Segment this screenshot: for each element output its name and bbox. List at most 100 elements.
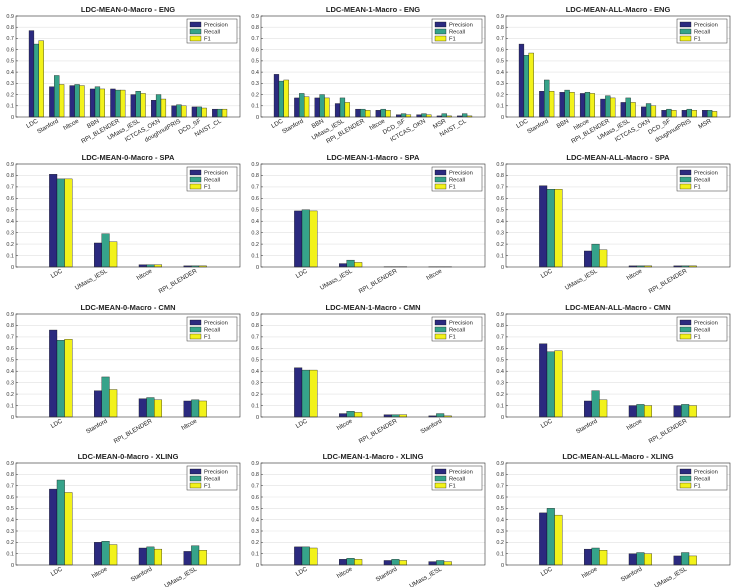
- y-tick-label: 0: [11, 563, 14, 569]
- legend-swatch-recall: [189, 176, 202, 183]
- y-tick-label: 0.5: [496, 208, 504, 214]
- legend-swatch-precision: [434, 21, 447, 28]
- x-tick-label: LDC: [540, 417, 555, 430]
- bar-recall: [191, 399, 200, 418]
- axes-box: [260, 15, 486, 118]
- legend-label-recall: Recall: [449, 477, 465, 483]
- bar-recall: [707, 110, 713, 118]
- x-tick-label: hltcoe: [336, 565, 354, 580]
- axes-box: [15, 163, 241, 268]
- x-tick-label: hltcoe: [180, 417, 198, 432]
- bar-recall: [436, 413, 445, 418]
- bar-precision: [138, 547, 147, 566]
- x-tick-label: LDC: [295, 417, 310, 430]
- bar-f1: [599, 399, 608, 418]
- bar-precision: [355, 108, 361, 118]
- bar-f1: [154, 264, 163, 268]
- bar-recall: [645, 103, 652, 118]
- bar-f1: [630, 102, 636, 118]
- bar-precision: [294, 367, 303, 418]
- bar-precision: [620, 102, 626, 118]
- legend-swatch-recall: [679, 176, 692, 183]
- bar-f1: [443, 561, 452, 566]
- bar-recall: [681, 404, 690, 418]
- y-tick-label: 0.7: [6, 185, 14, 191]
- x-tick-label: Stanford: [36, 117, 60, 135]
- y-tick-label: 0.4: [496, 70, 504, 76]
- bar-f1: [283, 79, 289, 118]
- y-tick-label: 0.8: [251, 323, 259, 329]
- axes-box: [505, 15, 731, 118]
- y-tick-label: 0.2: [6, 392, 14, 398]
- chart-panel-5: LDC-MEAN-ALL-Macro - SPA 0 0.1 0.2 0.3 0.4 0.5…: [496, 153, 731, 295]
- legend-swatch-recall: [434, 28, 447, 35]
- x-tick-label: UMass_IESL: [408, 565, 443, 587]
- y-tick-label: 0.4: [496, 369, 504, 375]
- bar-recall: [400, 113, 407, 118]
- legend-label-f1: F1: [204, 484, 211, 490]
- bar-recall: [544, 79, 550, 118]
- x-tick-label: LDC: [540, 565, 555, 578]
- bar-precision: [138, 264, 147, 268]
- bar-recall: [196, 106, 202, 118]
- bar-recall: [636, 552, 645, 566]
- chart-panel-8: LDC-MEAN-ALL-Macro - CMN 0 0.1 0.2 0.3 0.4 0.5…: [496, 303, 731, 445]
- bar-precision: [94, 390, 102, 418]
- x-tick-label: hltcoe: [91, 565, 109, 580]
- y-tick-label: 0.8: [496, 323, 504, 329]
- bar-precision: [428, 561, 437, 566]
- chart-title: LDC-MEAN-1-Macro - XLING: [323, 452, 424, 461]
- y-tick-label: 0.4: [6, 369, 14, 375]
- bar-recall: [462, 113, 468, 118]
- legend-label-recall: Recall: [449, 30, 465, 36]
- legend-label-f1: F1: [449, 335, 456, 341]
- bar-precision: [314, 97, 320, 118]
- bar-f1: [554, 514, 563, 566]
- x-tick-label: UMass_IESL: [74, 267, 109, 291]
- bar-precision: [94, 242, 102, 268]
- bar-recall: [686, 108, 692, 118]
- y-tick-label: 0.9: [496, 461, 504, 467]
- y-tick-label: 0.5: [496, 358, 504, 364]
- legend-label-f1: F1: [449, 185, 456, 191]
- y-tick-label: 0.2: [496, 392, 504, 398]
- legend-swatch-precision: [189, 468, 202, 475]
- y-tick-label: 0.1: [6, 403, 14, 409]
- bar-f1: [64, 492, 73, 566]
- legend-label-recall: Recall: [204, 477, 220, 483]
- y-tick-label: 0.4: [251, 369, 259, 375]
- bar-precision: [673, 555, 682, 566]
- legend-swatch-precision: [679, 169, 692, 176]
- x-tick-label: RPI_BLENDER: [358, 417, 399, 445]
- y-tick-label: 0.9: [251, 461, 259, 467]
- bar-recall: [346, 558, 355, 566]
- y-tick-label: 0.8: [6, 173, 14, 179]
- y-tick-label: 0.2: [251, 392, 259, 398]
- legend-swatch-precision: [189, 319, 202, 326]
- axes-box: [505, 163, 731, 268]
- chart-title: LDC-MEAN-1-Macro - CMN: [326, 303, 421, 312]
- bar-recall: [681, 552, 690, 566]
- bar-precision: [49, 488, 58, 566]
- chart-panel-6: LDC-MEAN-0-Macro - CMN 0 0.1 0.2 0.3 0.4 0.5 0.…: [6, 303, 241, 445]
- y-tick-label: 0.3: [6, 380, 14, 386]
- chart-title: LDC-MEAN-ALL-Macro - XLING: [562, 452, 673, 461]
- y-tick-label: 0.6: [496, 196, 504, 202]
- bar-recall: [74, 84, 80, 118]
- bar-precision: [681, 110, 688, 118]
- bar-recall: [605, 95, 611, 118]
- x-tick-label: hltcoe: [425, 267, 443, 282]
- bar-recall: [217, 108, 223, 118]
- y-tick-label: 0.3: [6, 230, 14, 236]
- y-tick-label: 0.5: [6, 506, 14, 512]
- x-tick-label: Stanford: [526, 117, 550, 135]
- bar-precision: [339, 413, 347, 418]
- bar-precision: [702, 110, 708, 118]
- legend-label-precision: Precision: [449, 321, 473, 327]
- legend-label-f1: F1: [449, 484, 456, 490]
- bar-f1: [399, 560, 408, 566]
- legend-swatch-recall: [679, 326, 692, 333]
